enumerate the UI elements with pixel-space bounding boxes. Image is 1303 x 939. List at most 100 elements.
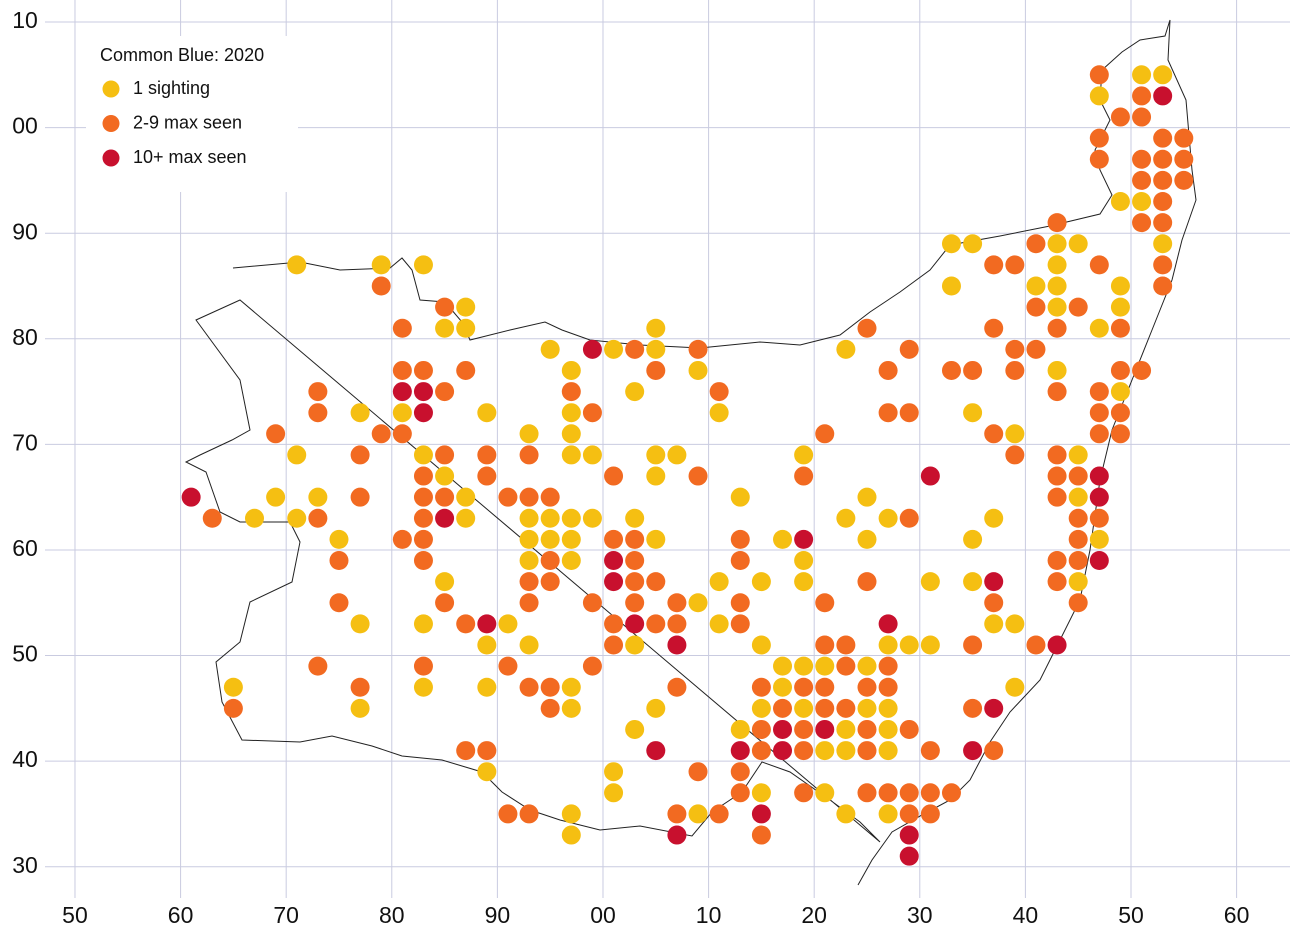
- sighting-dot: [350, 445, 370, 465]
- sighting-dot: [688, 466, 708, 486]
- sighting-dot: [963, 741, 983, 761]
- sighting-dot: [1047, 466, 1067, 486]
- sighting-dot: [625, 508, 645, 528]
- sighting-dot: [1089, 65, 1109, 85]
- sighting-dot: [561, 698, 581, 718]
- sighting-dot: [519, 487, 539, 507]
- sighting-dot: [456, 741, 476, 761]
- sighting-dot: [561, 804, 581, 824]
- sighting-dot: [413, 656, 433, 676]
- sighting-dot: [1089, 86, 1109, 106]
- sighting-dot: [815, 719, 835, 739]
- sighting-dot: [794, 698, 814, 718]
- sighting-dot: [519, 572, 539, 592]
- sighting-dot: [392, 529, 412, 549]
- sighting-dot: [899, 339, 919, 359]
- sighting-dot: [1068, 297, 1088, 317]
- sighting-dot: [836, 635, 856, 655]
- sighting-dot: [709, 403, 729, 423]
- sighting-dot: [899, 783, 919, 803]
- sighting-dot: [413, 487, 433, 507]
- sighting-dot: [1153, 276, 1173, 296]
- sighting-dot: [709, 614, 729, 634]
- sighting-dot: [1047, 276, 1067, 296]
- y-tick-label: 80: [12, 324, 38, 350]
- sighting-dot: [561, 445, 581, 465]
- sighting-dot: [604, 635, 624, 655]
- legend-swatch: [102, 80, 120, 98]
- sighting-dot: [751, 783, 771, 803]
- sighting-dot: [1174, 128, 1194, 148]
- sighting-dot: [308, 403, 328, 423]
- sighting-dot: [794, 445, 814, 465]
- sighting-dot: [857, 783, 877, 803]
- sighting-dot: [1110, 382, 1130, 402]
- sighting-dot: [1005, 614, 1025, 634]
- sighting-dot: [350, 614, 370, 634]
- sighting-dot: [646, 466, 666, 486]
- sighting-dot: [540, 677, 560, 697]
- sighting-dot: [878, 635, 898, 655]
- sighting-dot: [794, 529, 814, 549]
- sighting-dot: [963, 698, 983, 718]
- sighting-dot: [963, 360, 983, 380]
- sighting-dot: [1153, 255, 1173, 275]
- sighting-dot: [582, 445, 602, 465]
- x-tick-label: 30: [907, 902, 933, 928]
- sighting-dot: [751, 635, 771, 655]
- sighting-dot: [413, 360, 433, 380]
- sighting-dot: [688, 804, 708, 824]
- sighting-dot: [1089, 466, 1109, 486]
- sighting-dot: [625, 551, 645, 571]
- sighting-dot: [941, 234, 961, 254]
- sighting-dot: [667, 825, 687, 845]
- sighting-dot: [223, 698, 243, 718]
- sighting-dot: [751, 741, 771, 761]
- legend-background: [86, 36, 298, 192]
- sighting-dot: [709, 382, 729, 402]
- sighting-dot: [1026, 276, 1046, 296]
- sighting-dot: [941, 276, 961, 296]
- sighting-dot: [625, 529, 645, 549]
- sighting-dot: [984, 572, 1004, 592]
- sighting-dot: [392, 318, 412, 338]
- sighting-dot: [878, 719, 898, 739]
- sighting-dot: [1110, 107, 1130, 127]
- sighting-dot: [1132, 86, 1152, 106]
- sighting-dot: [1089, 403, 1109, 423]
- legend-swatch: [102, 115, 120, 132]
- sighting-dot: [984, 508, 1004, 528]
- sighting-dot: [688, 339, 708, 359]
- sighting-dot: [1047, 318, 1067, 338]
- sighting-dot: [1026, 234, 1046, 254]
- sighting-dot: [1089, 487, 1109, 507]
- sighting-dot: [920, 572, 940, 592]
- sighting-dot: [1110, 318, 1130, 338]
- sighting-dot: [1153, 170, 1173, 190]
- sighting-dot: [1047, 360, 1067, 380]
- sighting-dot: [751, 572, 771, 592]
- legend-label: 2-9 max seen: [133, 112, 242, 132]
- sighting-dot: [371, 276, 391, 296]
- sighting-dot: [1089, 551, 1109, 571]
- sighting-dot: [836, 719, 856, 739]
- sighting-dot: [1153, 149, 1173, 169]
- sighting-dot: [646, 572, 666, 592]
- sighting-dot: [1132, 192, 1152, 212]
- sighting-dot: [941, 360, 961, 380]
- sighting-dot: [1047, 382, 1067, 402]
- sighting-dot: [794, 466, 814, 486]
- sighting-dot: [773, 741, 793, 761]
- sighting-dot: [519, 677, 539, 697]
- sighting-dot: [709, 572, 729, 592]
- sighting-dot: [773, 656, 793, 676]
- sighting-dot: [413, 382, 433, 402]
- sighting-dot: [836, 804, 856, 824]
- sighting-dot: [604, 783, 624, 803]
- sighting-dot: [266, 487, 286, 507]
- sighting-dot: [1068, 466, 1088, 486]
- sighting-dot: [794, 551, 814, 571]
- legend-title: Common Blue: 2020: [100, 45, 264, 65]
- sighting-dot: [561, 382, 581, 402]
- sighting-dot: [1153, 213, 1173, 233]
